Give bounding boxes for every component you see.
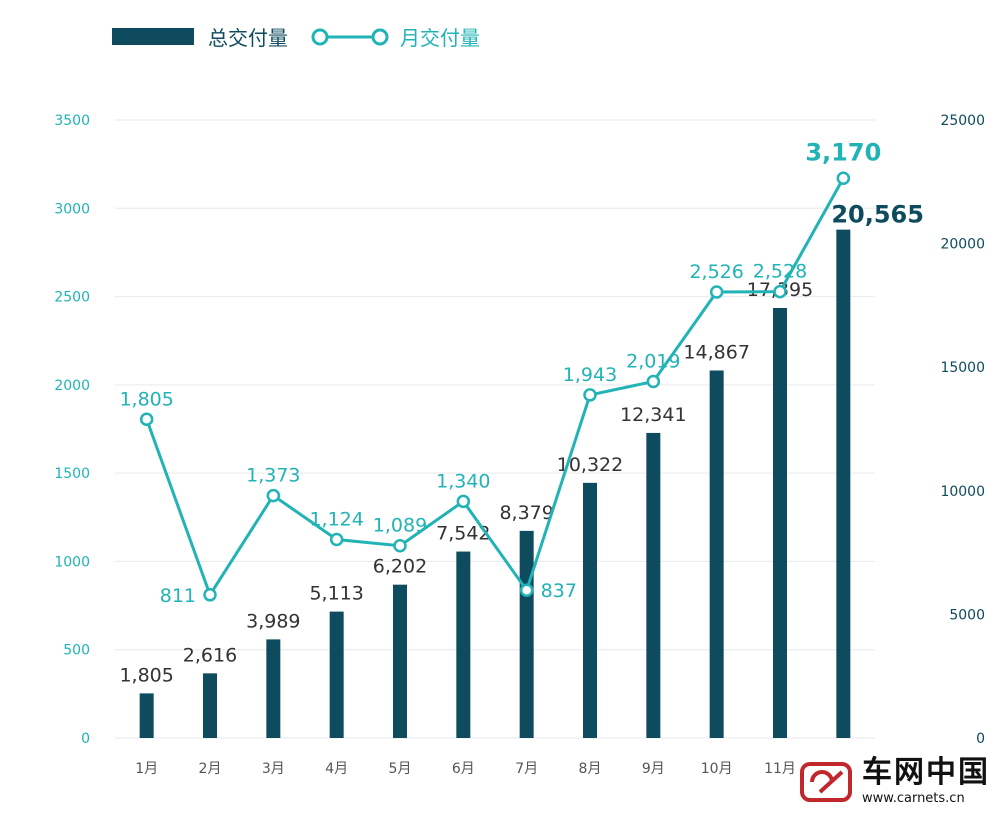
watermark-url: www.carnets.cn bbox=[862, 791, 965, 806]
left-axis-tick: 0 bbox=[81, 731, 90, 747]
x-axis-tick: 9月 bbox=[642, 761, 665, 777]
x-axis-tick: 10月 bbox=[701, 761, 733, 777]
legend: 总交付量 月交付量 bbox=[112, 22, 502, 51]
monthly-delivery-point bbox=[709, 285, 724, 299]
monthly-delivery-label: 1,943 bbox=[563, 364, 617, 386]
total-delivery-bar bbox=[456, 551, 471, 738]
total-delivery-label: 6,202 bbox=[373, 556, 427, 578]
total-delivery-label: 2,616 bbox=[183, 644, 237, 666]
carnets-logo-icon bbox=[800, 762, 852, 802]
right-axis-tick: 15000 bbox=[940, 360, 985, 376]
monthly-delivery-labels: 1,805 811 1,373 1,124 1,089 1,340 837 1,943 2,01… bbox=[119, 138, 881, 607]
total-delivery-bar bbox=[836, 229, 851, 739]
legend-label-monthly: 月交付量 bbox=[400, 26, 480, 50]
total-delivery-bar bbox=[773, 307, 787, 738]
monthly-delivery-point bbox=[836, 171, 851, 186]
monthly-delivery-label: 1,124 bbox=[309, 509, 363, 531]
x-axis-tick: 6月 bbox=[452, 761, 475, 777]
left-axis-tick: 3000 bbox=[54, 201, 90, 217]
right-axis-tick: 25000 bbox=[940, 113, 985, 129]
total-delivery-label: 12,341 bbox=[620, 404, 686, 426]
total-delivery-label: 7,542 bbox=[436, 523, 490, 545]
x-axis-tick: 8月 bbox=[579, 761, 602, 777]
total-delivery-bar bbox=[203, 673, 217, 738]
total-delivery-label: 1,805 bbox=[119, 664, 173, 686]
gridlines bbox=[115, 119, 875, 739]
monthly-delivery-label: 1,089 bbox=[373, 515, 427, 537]
x-axis-tick: 11月 bbox=[764, 761, 796, 777]
monthly-delivery-label: 2,526 bbox=[689, 261, 743, 283]
total-delivery-label: 14,867 bbox=[683, 341, 749, 363]
right-axis-tick: 20000 bbox=[940, 237, 985, 253]
left-axis: 0 500 1000 1500 2000 2500 3000 3500 bbox=[54, 113, 90, 747]
x-axis-tick: 7月 bbox=[515, 761, 538, 777]
total-delivery-label: 5,113 bbox=[309, 583, 363, 605]
monthly-delivery-point bbox=[266, 488, 281, 503]
left-axis-tick: 500 bbox=[63, 643, 90, 659]
legend-line-swatch bbox=[311, 28, 389, 45]
monthly-delivery-label: 811 bbox=[160, 585, 196, 607]
total-delivery-label: 3,989 bbox=[246, 610, 300, 632]
monthly-delivery-point bbox=[646, 374, 661, 389]
x-axis-tick: 4月 bbox=[325, 761, 348, 777]
x-axis-tick: 3月 bbox=[262, 761, 285, 777]
total-delivery-label: 20,565 bbox=[831, 201, 924, 229]
monthly-delivery-point bbox=[773, 284, 787, 299]
total-delivery-bar bbox=[329, 611, 344, 738]
monthly-delivery-label: 2,528 bbox=[753, 261, 807, 283]
monthly-delivery-point bbox=[393, 538, 407, 553]
monthly-delivery-point bbox=[203, 588, 217, 602]
left-axis-tick: 1000 bbox=[54, 554, 90, 570]
legend-label-total: 总交付量 bbox=[208, 26, 288, 50]
total-delivery-bars bbox=[139, 229, 851, 739]
total-delivery-bar bbox=[266, 639, 281, 738]
total-delivery-bar bbox=[709, 370, 724, 738]
monthly-delivery-label: 837 bbox=[541, 580, 577, 602]
monthly-delivery-point bbox=[139, 412, 154, 427]
total-delivery-bar bbox=[519, 530, 534, 738]
monthly-delivery-point bbox=[456, 494, 471, 509]
left-axis-tick: 2000 bbox=[54, 378, 90, 394]
total-delivery-bar bbox=[646, 432, 661, 738]
monthly-delivery-label: 1,373 bbox=[246, 465, 300, 487]
monthly-delivery-line bbox=[139, 171, 851, 602]
watermark-title: 车网中国 bbox=[862, 755, 990, 790]
legend-item-monthly: 月交付量 bbox=[310, 22, 480, 51]
x-axis-tick: 5月 bbox=[389, 761, 412, 777]
x-axis-tick: 1月 bbox=[135, 761, 158, 777]
right-axis-tick: 0 bbox=[976, 731, 985, 747]
right-axis-tick: 5000 bbox=[949, 607, 985, 623]
monthly-delivery-line-path bbox=[145, 177, 845, 597]
monthly-delivery-point bbox=[583, 388, 597, 402]
total-delivery-bar bbox=[583, 482, 597, 738]
watermark: 车网中国 www.carnets.cn bbox=[798, 757, 990, 807]
left-axis-tick: 3500 bbox=[54, 113, 90, 129]
monthly-delivery-point bbox=[329, 532, 344, 547]
left-axis-tick: 2500 bbox=[54, 290, 90, 306]
right-axis: 0 5000 10000 15000 20000 25000 bbox=[940, 113, 985, 747]
legend-bar-swatch bbox=[112, 28, 194, 45]
x-axis-tick: 2月 bbox=[199, 761, 222, 777]
monthly-delivery-label: 3,170 bbox=[805, 138, 881, 166]
monthly-delivery-label: 1,805 bbox=[119, 388, 173, 410]
total-delivery-bar bbox=[139, 693, 154, 738]
right-axis-tick: 10000 bbox=[940, 484, 985, 500]
x-axis: 1月 2月 3月 4月 5月 6月 7月 8月 9月 10月 11月 bbox=[135, 761, 796, 777]
total-delivery-label: 8,379 bbox=[499, 502, 553, 524]
legend-item-total: 总交付量 bbox=[112, 22, 288, 51]
total-delivery-label: 10,322 bbox=[557, 454, 623, 476]
monthly-delivery-label: 2,019 bbox=[626, 351, 680, 373]
monthly-delivery-point bbox=[519, 583, 534, 597]
monthly-delivery-label: 1,340 bbox=[436, 470, 490, 492]
left-axis-tick: 1500 bbox=[54, 466, 90, 482]
total-delivery-bar bbox=[393, 584, 407, 738]
